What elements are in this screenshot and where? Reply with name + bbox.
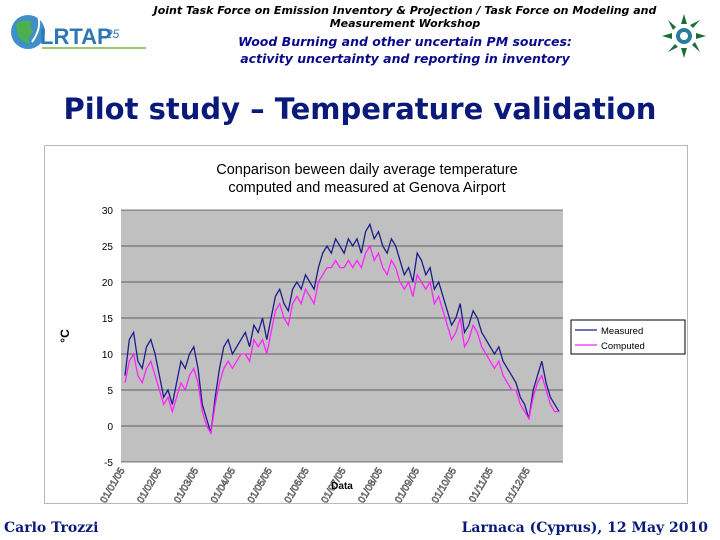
footer-place-date: Larnaca (Cyprus), 12 May 2010 xyxy=(461,520,708,536)
y-tick-label: 25 xyxy=(102,242,114,253)
x-tick-label: 01/06/05 xyxy=(283,466,312,503)
y-tick-label: 30 xyxy=(102,206,114,217)
legend: Measured Computed xyxy=(570,319,686,355)
header-line-1b: Measurement Workshop xyxy=(329,17,481,30)
y-tick-label: 10 xyxy=(102,350,114,361)
x-tick-label: 01/03/05 xyxy=(172,466,201,503)
x-tick-label: 01/10/05 xyxy=(430,466,459,503)
chart-frame: Conparison beween daily average temperat… xyxy=(44,145,688,505)
x-tick-label: 01/12/05 xyxy=(504,466,533,503)
chart-title-line-1: Conparison beween daily average temperat… xyxy=(216,162,517,178)
header-line-1: Joint Task Force on Emission Inventory &… xyxy=(153,4,657,17)
header-line-2: Wood Burning and other uncertain PM sour… xyxy=(238,34,572,49)
gridlines xyxy=(121,209,563,463)
x-axis-label: Data xyxy=(331,481,353,492)
logo-number: 25 xyxy=(105,27,120,41)
x-tick-label: 01/09/05 xyxy=(393,466,422,503)
footer-author: Carlo Trozzi xyxy=(4,520,99,536)
x-tick-label: 01/08/05 xyxy=(356,466,385,503)
header-line-2b: activity uncertainty and reporting in in… xyxy=(240,51,570,66)
series-line-computed xyxy=(124,244,559,436)
unece-logo xyxy=(662,14,706,58)
plot-area xyxy=(121,210,563,462)
x-tick-labels: 01/01/05 01/02/05 01/03/05 01/04/05 01/05/05… xyxy=(98,465,533,505)
y-axis-label: °C xyxy=(58,329,72,343)
x-tick-label: 01/04/05 xyxy=(209,466,238,503)
session-header: Wood Burning and other uncertain PM sour… xyxy=(170,33,640,67)
legend-label-measured: Measured xyxy=(601,326,643,337)
lrtap-logo: LRTAP 25 xyxy=(11,15,146,49)
y-tick-label: 0 xyxy=(107,422,113,433)
y-tick-label: 15 xyxy=(102,314,114,325)
x-tick-label: 01/01/05 xyxy=(99,466,128,503)
y-tick-label: 20 xyxy=(102,278,114,289)
x-tick-label: 01/11/05 xyxy=(467,466,496,503)
workshop-header: Joint Task Force on Emission Inventory &… xyxy=(150,4,660,30)
x-tick-label: 01/02/05 xyxy=(135,466,164,503)
leaf-wreath-icon xyxy=(662,14,706,58)
legend-label-computed: Computed xyxy=(601,341,645,352)
y-tick-label: -5 xyxy=(104,458,113,469)
slide-title: Pilot study – Temperature validation xyxy=(63,92,657,126)
chart-title-line-2: computed and measured at Genova Airport xyxy=(228,180,505,196)
x-tick-label: 01/05/05 xyxy=(246,466,275,503)
series-line-measured xyxy=(124,222,560,434)
logo-text: LRTAP xyxy=(40,24,112,49)
y-tick-labels: -5 0 5 10 15 20 25 30 xyxy=(102,206,114,469)
temperature-chart: Conparison beween daily average temperat… xyxy=(58,162,686,505)
y-tick-label: 5 xyxy=(107,386,113,397)
